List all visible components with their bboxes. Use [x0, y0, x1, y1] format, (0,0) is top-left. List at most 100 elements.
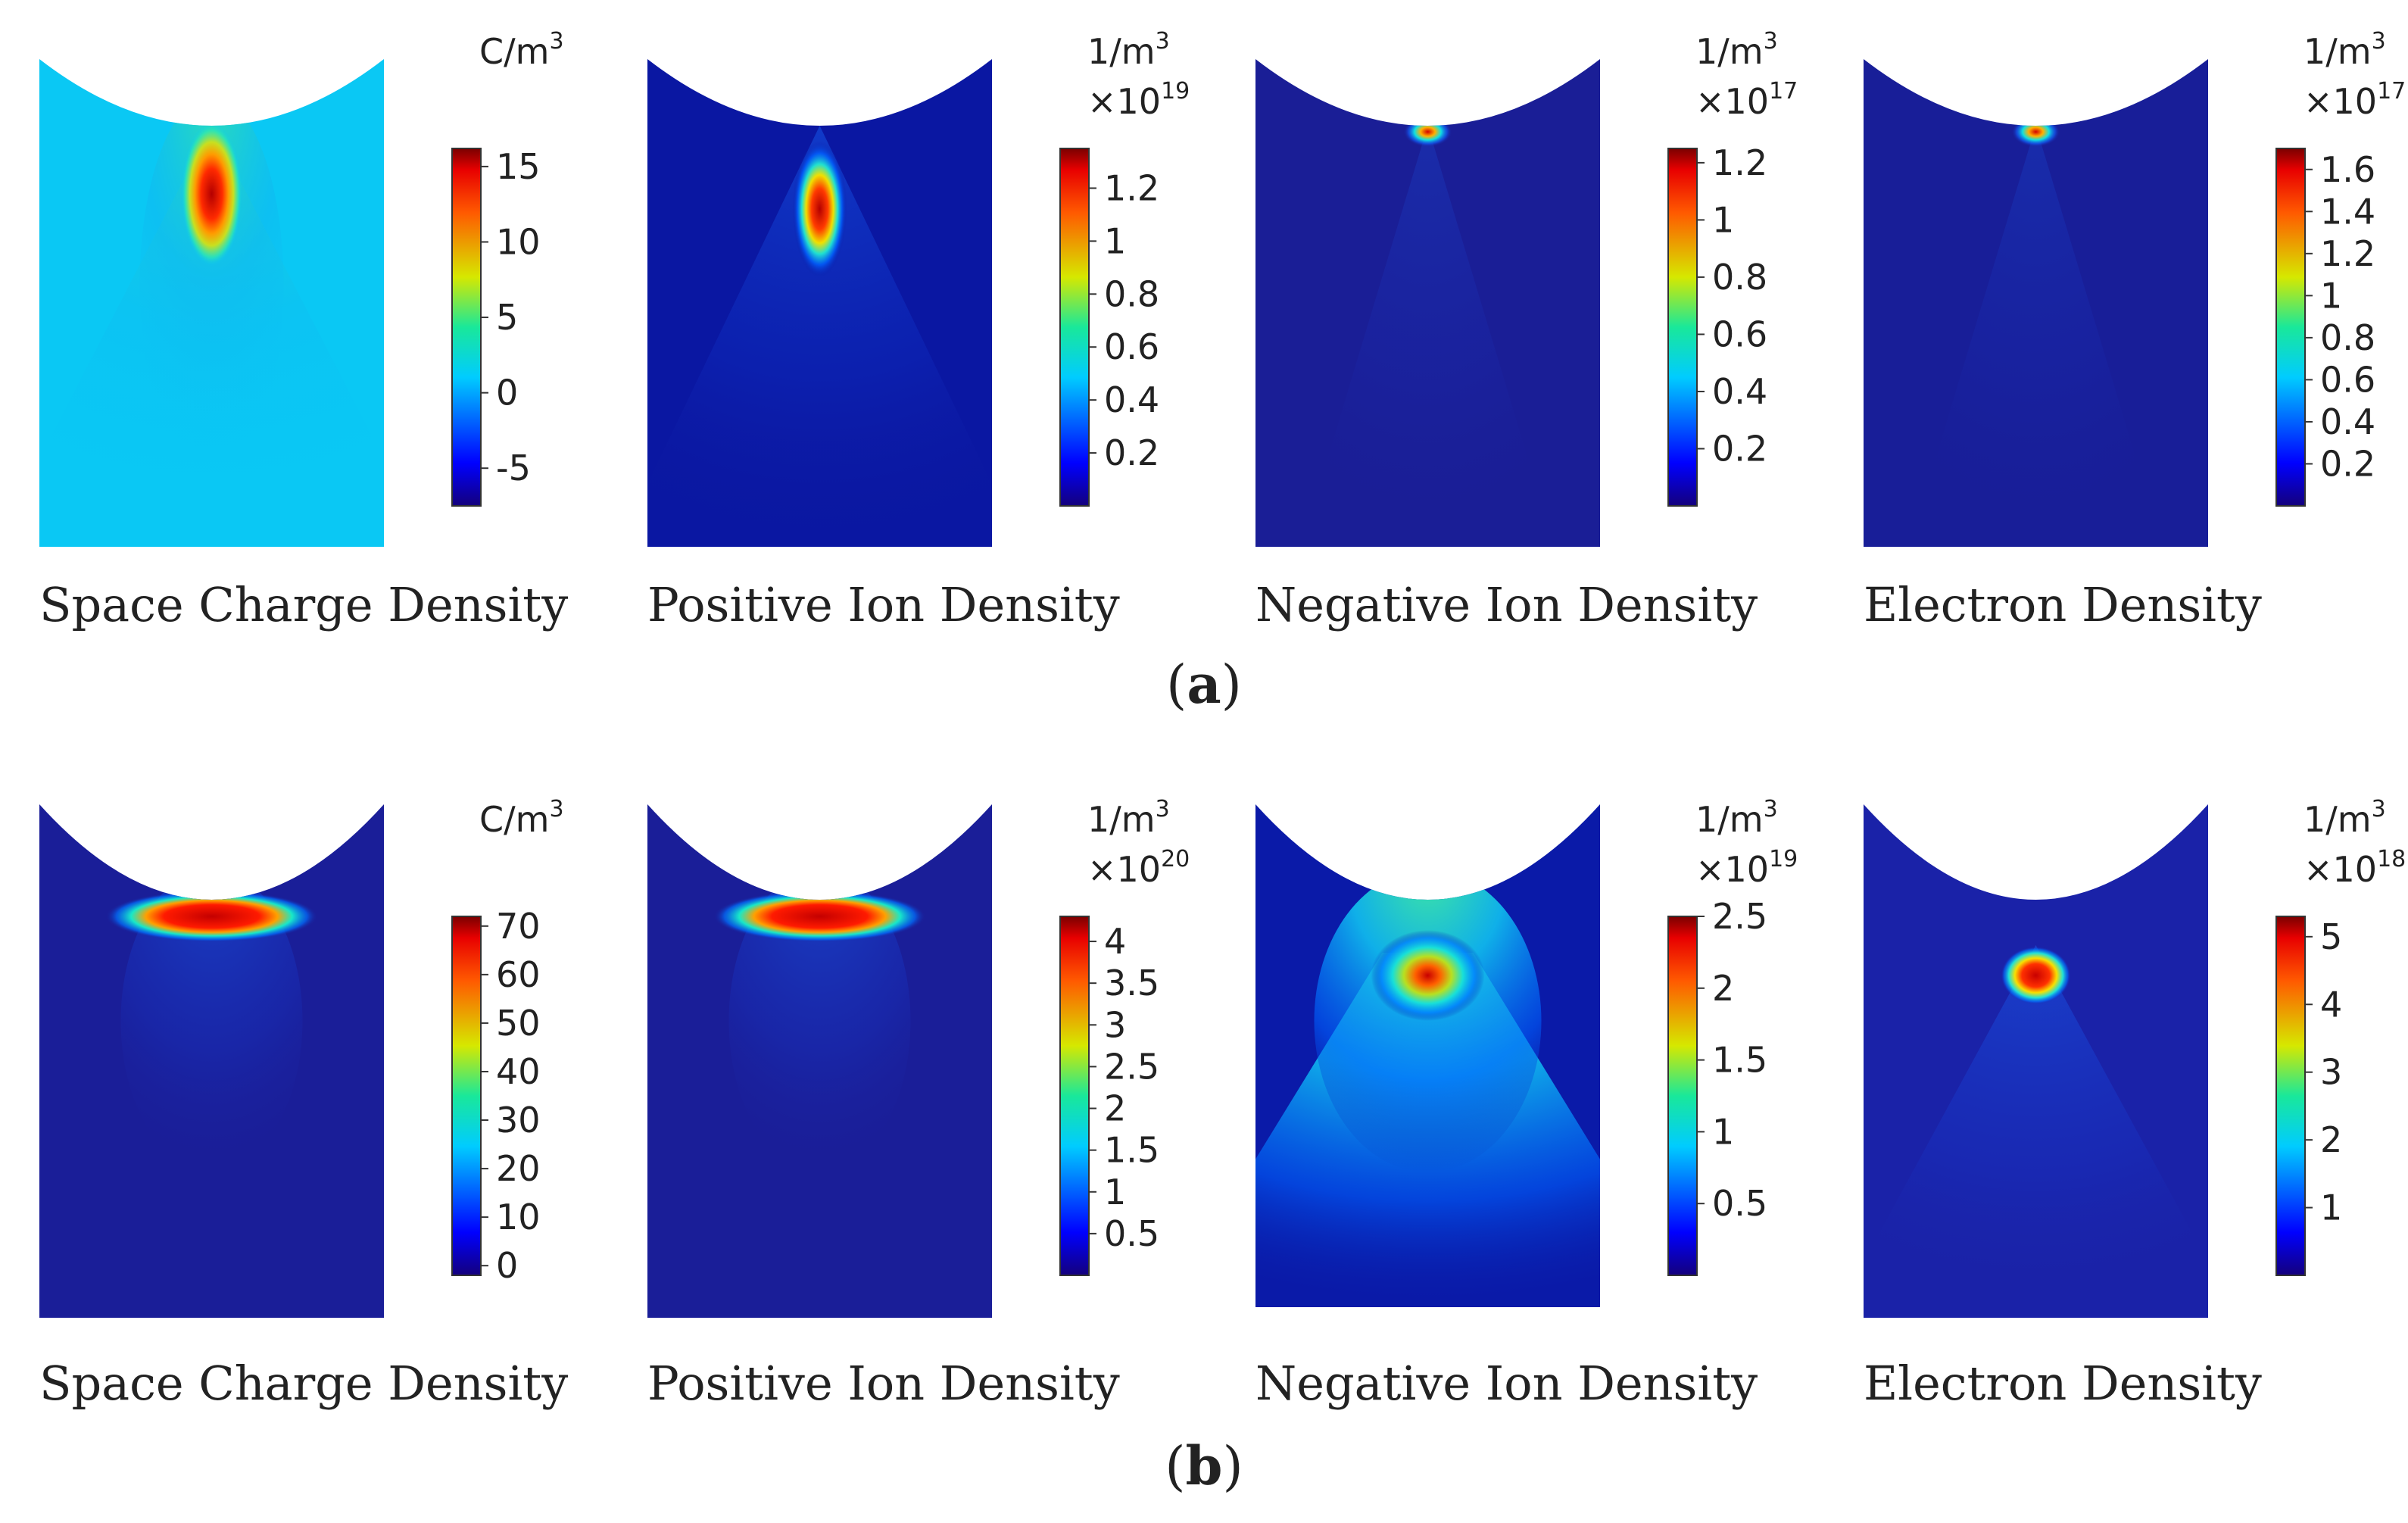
field-cone [1909, 126, 2163, 547]
colorbar-tick-label: 1 [2320, 275, 2342, 316]
plot-b-1: 70 60 50 40 30 20 10 0 C/m3 Space Charge Density [39, 796, 568, 1411]
unit-label: C/m3 [479, 796, 564, 840]
field-peak [1403, 117, 1452, 147]
field-cone [647, 126, 992, 547]
field-cone [1301, 126, 1555, 547]
unit-label: 1/m3 [1087, 28, 1170, 72]
colorbar-tick-label: 2 [1104, 1088, 1126, 1129]
multiplier-label: ×1017 [2304, 78, 2406, 122]
plot-title: Electron Density [1864, 577, 2262, 632]
colorbar-tick-label: 1 [1104, 220, 1126, 261]
unit-label: 1/m3 [1695, 796, 1778, 840]
colorbar-tick-label: 1.2 [2320, 233, 2375, 274]
colorbar-tick-label: 0.6 [1712, 314, 1767, 354]
field-halo [120, 869, 303, 1172]
colorbar-tick-label: 10 [496, 1197, 541, 1237]
colorbar-tick-label: 1.2 [1104, 167, 1159, 208]
colorbar [1059, 916, 1090, 1276]
colorbar-tick-label: 4 [2320, 984, 2342, 1025]
colorbar-tick-label: 0.8 [1104, 273, 1159, 314]
panel-label: (b) [1165, 1434, 1243, 1497]
colorbar-tick-label: 15 [496, 146, 541, 187]
colorbar-tick-label: 0.4 [2320, 401, 2375, 442]
colorbar-tick-label: 0.4 [1712, 371, 1767, 412]
colorbar-tick-label: 1.5 [1104, 1130, 1159, 1171]
field-peak [2001, 947, 2071, 1004]
colorbar-tick-label: 60 [496, 954, 541, 995]
plot-title: Negative Ion Density [1255, 1356, 1758, 1411]
multiplier-label: ×1019 [1695, 846, 1798, 890]
colorbar-tick-label: 5 [496, 297, 518, 338]
colorbar-tick-label: 0 [496, 373, 518, 414]
colorbar-tick-label: 1.4 [2320, 191, 2375, 232]
multiplier-label: ×1019 [1087, 78, 1190, 122]
colorbar-tick-label: 5 [2320, 916, 2342, 957]
colorbar-tick-label: 70 [496, 906, 541, 947]
colorbar-tick-label: 0.6 [2320, 359, 2375, 400]
unit-label: C/m3 [479, 28, 564, 72]
colorbar-tick-label: 1 [1712, 199, 1734, 240]
field-map [1864, 59, 2208, 547]
plot-a-2: 1.2 1 0.8 0.6 0.4 0.2 1/m3 ×1019 Positive Ion De… [647, 28, 1190, 632]
colorbar [2275, 916, 2306, 1276]
plot-title: Space Charge Density [39, 1356, 568, 1411]
multiplier-label: ×1017 [1695, 78, 1798, 122]
colorbar-tick-label: 0.6 [1104, 326, 1159, 367]
field-halo [728, 869, 911, 1172]
field-peak [1371, 930, 1485, 1021]
field-cone [1864, 945, 2208, 1318]
field-map [647, 804, 992, 1318]
colorbar-tick-label: 2 [2320, 1119, 2342, 1160]
colorbar-tick-label: 30 [496, 1100, 541, 1141]
colorbar-tick-label: 0.2 [2320, 443, 2375, 484]
colorbar-tick-label: 1.2 [1712, 142, 1767, 183]
field-halo [139, 95, 284, 474]
field-peak [713, 891, 926, 942]
colorbar-tick-label: 40 [496, 1051, 541, 1092]
panel-label: (a) [1166, 653, 1242, 716]
plot-a-1: 15 10 5 0 -5 C/m3 Space Charge Density [39, 28, 568, 632]
plot-title: Positive Ion Density [647, 1356, 1120, 1411]
colorbar-tick-label: 0.8 [1712, 257, 1767, 298]
colorbar-tick-label: 1 [1104, 1172, 1126, 1212]
colorbar-tick-label: 10 [496, 221, 541, 262]
multiplier-label: ×1018 [2304, 846, 2406, 890]
field-map [647, 59, 992, 547]
colorbar-tick-label: 0.5 [1104, 1213, 1159, 1254]
colorbar [1059, 148, 1090, 507]
plot-b-4: 5 4 3 2 1 1/m3 ×1018 Electron Density [1864, 796, 2406, 1411]
colorbar-tick-label: 0.2 [1104, 432, 1159, 473]
multiplier-label: ×1020 [1087, 846, 1190, 890]
colorbar-tick-label: 0 [496, 1245, 518, 1286]
field-map [1255, 59, 1600, 547]
colorbar-tick-label: 1 [2320, 1188, 2342, 1228]
colorbar [2275, 148, 2306, 507]
field-map [39, 59, 384, 547]
colorbar-tick-label: 50 [496, 1003, 541, 1044]
field-map [1255, 804, 1600, 1307]
field-peak [2011, 117, 2060, 147]
field-peak [792, 141, 847, 277]
plot-title: Space Charge Density [39, 577, 568, 632]
colorbar-tick-label: 2 [1712, 968, 1734, 1009]
colorbar-tick-label: 20 [496, 1148, 541, 1189]
plot-a-4: 1.61.41.210.80.60.40.2 1/m3 ×1017 Electron … [1864, 28, 2406, 632]
plot-title: Positive Ion Density [647, 577, 1120, 632]
plot-b-3: 2.5 2 1.5 1 0.5 1/m3 ×1019 Negative Ion Density [1255, 796, 1798, 1411]
colorbar [1667, 148, 1698, 507]
colorbar [451, 148, 482, 507]
colorbar [451, 916, 482, 1276]
colorbar-tick-label: 0.2 [1712, 428, 1767, 469]
field-peak [181, 122, 242, 266]
colorbar-tick-label: -5 [496, 448, 531, 488]
colorbar-tick-label: 2.5 [1104, 1046, 1159, 1087]
unit-label: 1/m3 [1087, 796, 1170, 840]
plot-title: Negative Ion Density [1255, 577, 1758, 632]
colorbar-tick-label: 1.6 [2320, 149, 2375, 190]
colorbar-tick-label: 3 [1104, 1004, 1126, 1045]
plot-a-3: 1.2 1 0.8 0.6 0.4 0.2 1/m3 ×1017 Negative Ion De… [1255, 28, 1798, 632]
plot-title: Electron Density [1864, 1356, 2262, 1411]
colorbar-tick-label: 0.4 [1104, 379, 1159, 420]
